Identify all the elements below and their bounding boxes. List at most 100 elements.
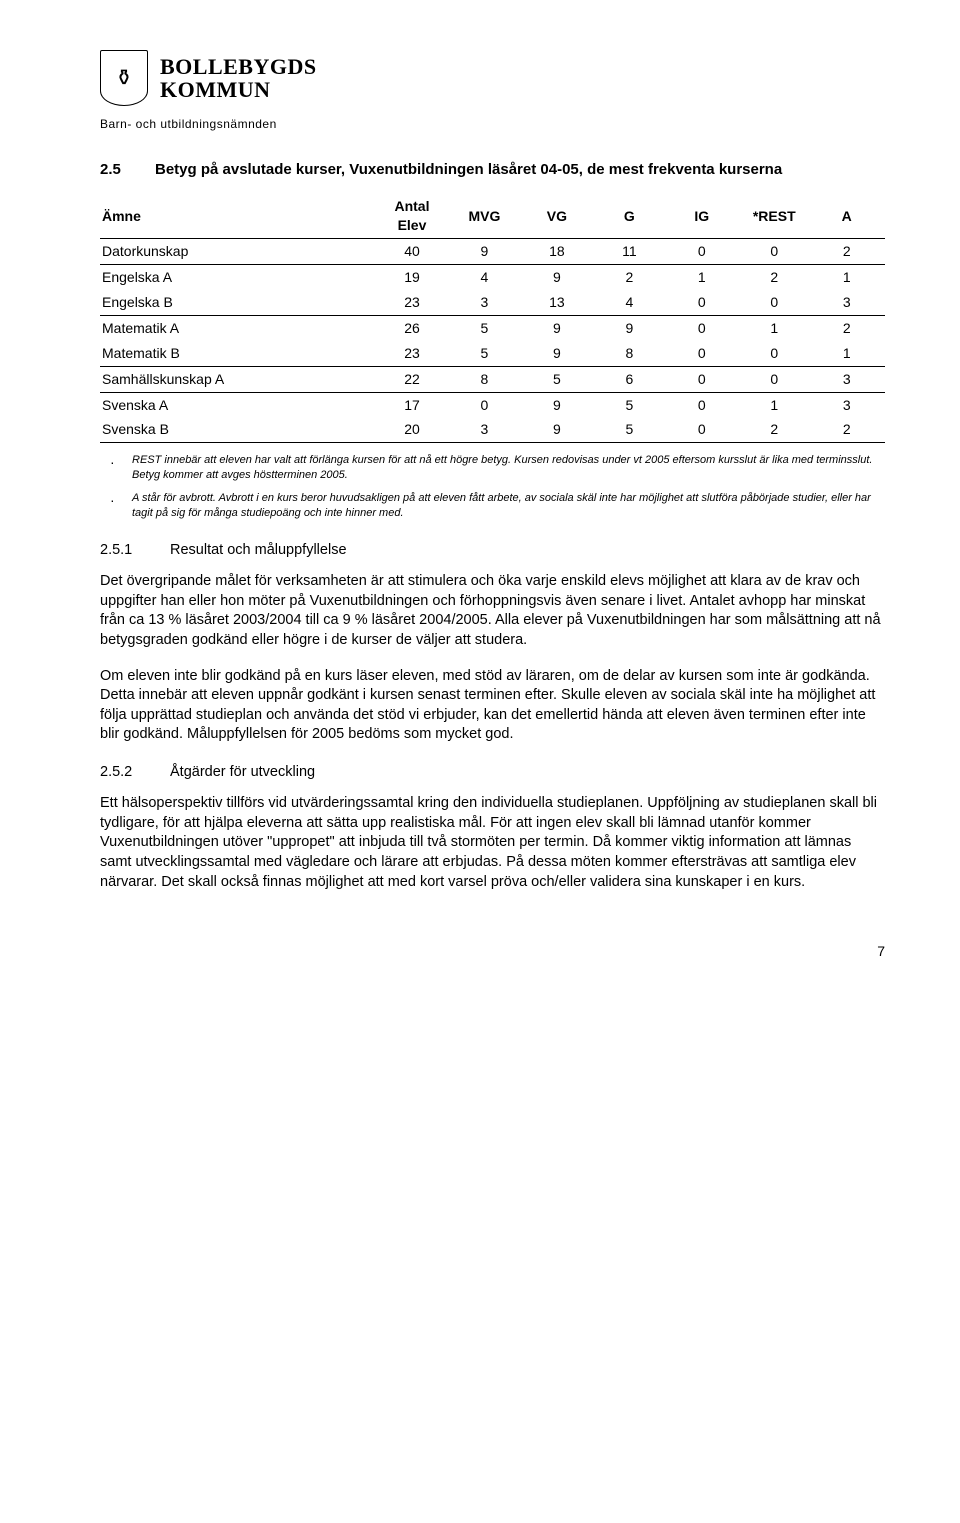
col-header: VG	[523, 194, 595, 238]
table-row: Svenska A17095013	[100, 393, 885, 418]
section-number: 2.5	[100, 160, 155, 180]
value-cell: 17	[378, 393, 450, 418]
col-header: *REST	[740, 194, 812, 238]
org-name: BOLLEBYGDS KOMMUN	[160, 55, 317, 101]
section-title: Betyg på avslutade kurser, Vuxenutbildni…	[155, 160, 782, 180]
col-header: A	[812, 194, 885, 238]
subject-cell: Svenska B	[100, 417, 378, 442]
value-cell: 3	[450, 290, 522, 315]
value-cell: 0	[668, 290, 740, 315]
value-cell: 0	[740, 367, 812, 392]
value-cell: 0	[668, 341, 740, 366]
grades-table: ÄmneAntalElevMVGVGGIG*RESTA Datorkunskap…	[100, 194, 885, 443]
col-header: AntalElev	[378, 194, 450, 238]
value-cell: 5	[523, 367, 595, 392]
subject-cell: Datorkunskap	[100, 239, 378, 264]
value-cell: 5	[450, 341, 522, 366]
table-row: Datorkunskap4091811002	[100, 239, 885, 264]
value-cell: 9	[523, 316, 595, 341]
value-cell: 5	[595, 417, 667, 442]
value-cell: 3	[812, 290, 885, 315]
value-cell: 0	[668, 239, 740, 264]
table-row: Matematik A26599012	[100, 316, 885, 341]
page-number: 7	[100, 942, 885, 961]
footnote: A står för avbrott. Avbrott i en kurs be…	[100, 491, 885, 521]
section-heading: 2.5 Betyg på avslutade kurser, Vuxenutbi…	[100, 160, 885, 180]
org-line2: KOMMUN	[160, 77, 271, 102]
table-row: Samhällskunskap A22856003	[100, 367, 885, 392]
value-cell: 5	[595, 393, 667, 418]
paragraph: Ett hälsoperspektiv tillförs vid utvärde…	[100, 794, 885, 892]
table-row: Svenska B20395022	[100, 417, 885, 442]
subsection-heading: 2.5.1 Resultat och måluppfyllelse	[100, 541, 885, 561]
value-cell: 9	[523, 341, 595, 366]
value-cell: 9	[595, 316, 667, 341]
subject-cell: Engelska A	[100, 265, 378, 290]
subsection-number: 2.5.1	[100, 541, 170, 561]
value-cell: 0	[668, 417, 740, 442]
paragraph: Det övergripande målet för verksamheten …	[100, 572, 885, 650]
value-cell: 3	[812, 393, 885, 418]
value-cell: 0	[668, 367, 740, 392]
value-cell: 2	[812, 239, 885, 264]
value-cell: 0	[740, 341, 812, 366]
value-cell: 9	[523, 393, 595, 418]
value-cell: 5	[450, 316, 522, 341]
subject-cell: Matematik B	[100, 341, 378, 366]
value-cell: 3	[812, 367, 885, 392]
value-cell: 9	[523, 417, 595, 442]
value-cell: 2	[595, 265, 667, 290]
table-row: Matematik B23598001	[100, 341, 885, 366]
value-cell: 0	[740, 239, 812, 264]
value-cell: 8	[595, 341, 667, 366]
col-header: MVG	[450, 194, 522, 238]
subsection-title: Resultat och måluppfyllelse	[170, 541, 347, 561]
value-cell: 26	[378, 316, 450, 341]
value-cell: 2	[812, 417, 885, 442]
table-footnotes: REST innebär att eleven har valt att för…	[100, 453, 885, 520]
col-header: G	[595, 194, 667, 238]
value-cell: 40	[378, 239, 450, 264]
value-cell: 4	[450, 265, 522, 290]
subject-cell: Engelska B	[100, 290, 378, 315]
value-cell: 6	[595, 367, 667, 392]
value-cell: 9	[523, 265, 595, 290]
municipality-crest-icon: ⚱	[100, 50, 148, 106]
value-cell: 8	[450, 367, 522, 392]
value-cell: 0	[450, 393, 522, 418]
value-cell: 13	[523, 290, 595, 315]
value-cell: 19	[378, 265, 450, 290]
value-cell: 0	[668, 393, 740, 418]
table-header-row: ÄmneAntalElevMVGVGGIG*RESTA	[100, 194, 885, 238]
subject-cell: Matematik A	[100, 316, 378, 341]
value-cell: 18	[523, 239, 595, 264]
value-cell: 0	[668, 316, 740, 341]
value-cell: 22	[378, 367, 450, 392]
value-cell: 23	[378, 290, 450, 315]
value-cell: 11	[595, 239, 667, 264]
subsection-title: Åtgärder för utveckling	[170, 763, 315, 783]
value-cell: 1	[740, 393, 812, 418]
org-header: ⚱ BOLLEBYGDS KOMMUN	[100, 50, 885, 106]
value-cell: 20	[378, 417, 450, 442]
table-body: Datorkunskap4091811002Engelska A19492121…	[100, 238, 885, 443]
value-cell: 4	[595, 290, 667, 315]
col-header: IG	[668, 194, 740, 238]
table-row: Engelska B233134003	[100, 290, 885, 315]
subject-cell: Samhällskunskap A	[100, 367, 378, 392]
subsection-heading: 2.5.2 Åtgärder för utveckling	[100, 763, 885, 783]
value-cell: 23	[378, 341, 450, 366]
subject-cell: Svenska A	[100, 393, 378, 418]
value-cell: 1	[812, 341, 885, 366]
paragraph: Om eleven inte blir godkänd på en kurs l…	[100, 667, 885, 745]
value-cell: 2	[740, 417, 812, 442]
col-header: Ämne	[100, 194, 378, 238]
value-cell: 2	[812, 316, 885, 341]
value-cell: 9	[450, 239, 522, 264]
org-line1: BOLLEBYGDS	[160, 54, 317, 79]
department-name: Barn- och utbildningsnämnden	[100, 116, 885, 132]
body-text: Ett hälsoperspektiv tillförs vid utvärde…	[100, 794, 885, 892]
value-cell: 1	[668, 265, 740, 290]
value-cell: 1	[812, 265, 885, 290]
value-cell: 3	[450, 417, 522, 442]
